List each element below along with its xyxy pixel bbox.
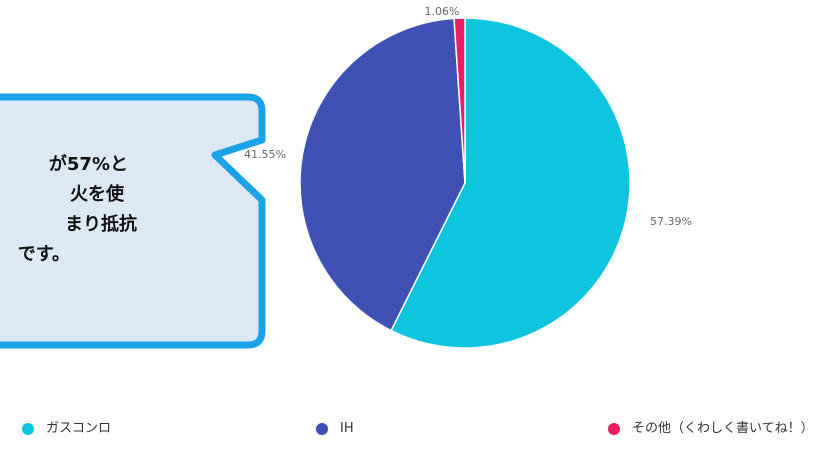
value-label: 41.55%: [244, 148, 286, 161]
note-line: が57%と: [49, 153, 128, 175]
note-line: 火を使: [70, 184, 125, 205]
legend-label: IH: [340, 421, 354, 436]
legend-label: その他（くわしく書いてね！）: [632, 421, 814, 436]
value-label: 57.39%: [650, 215, 692, 228]
legend-swatch: [316, 423, 328, 435]
legend-label: ガスコンロ: [46, 421, 112, 436]
legend-item: その他（くわしく書いてね！）: [608, 420, 814, 438]
pie-slice: [453, 17, 466, 184]
legend-item: ガスコンロ: [22, 420, 222, 438]
pie-slice: [299, 17, 466, 332]
callout: [0, 93, 266, 349]
legend-item: IH: [316, 420, 516, 438]
note-line: です。: [18, 244, 70, 265]
note-line: まり抵抗: [65, 213, 137, 235]
value-label: 1.06%: [425, 5, 460, 18]
legend-swatch: [608, 423, 620, 435]
pie-slice: [390, 17, 631, 349]
legend-swatch: [22, 423, 34, 435]
